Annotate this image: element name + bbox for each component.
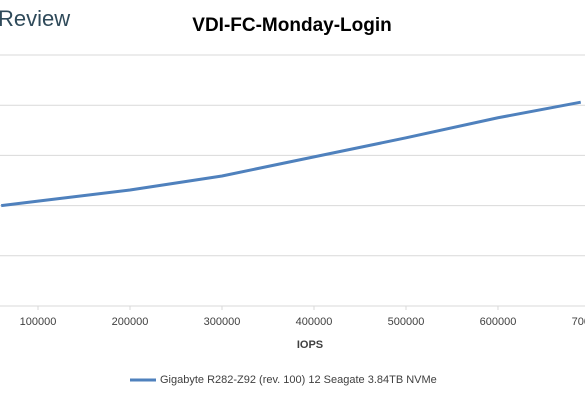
watermark: Review (0, 6, 70, 31)
legend-label: Gigabyte R282-Z92 (rev. 100) 12 Seagate … (160, 374, 437, 386)
x-tick-label: 100000 (20, 316, 57, 328)
x-tick-label: 700000 (572, 316, 585, 328)
x-axis-label: IOPS (297, 339, 323, 351)
x-tick-label: 300000 (204, 316, 241, 328)
x-tick-label: 400000 (296, 316, 333, 328)
x-tick-label: 200000 (112, 316, 149, 328)
x-tick-label: 600000 (480, 316, 517, 328)
x-tick-label: 500000 (388, 316, 425, 328)
series-line (1, 100, 582, 208)
chart-title: VDI-FC-Monday-Login (192, 15, 391, 36)
